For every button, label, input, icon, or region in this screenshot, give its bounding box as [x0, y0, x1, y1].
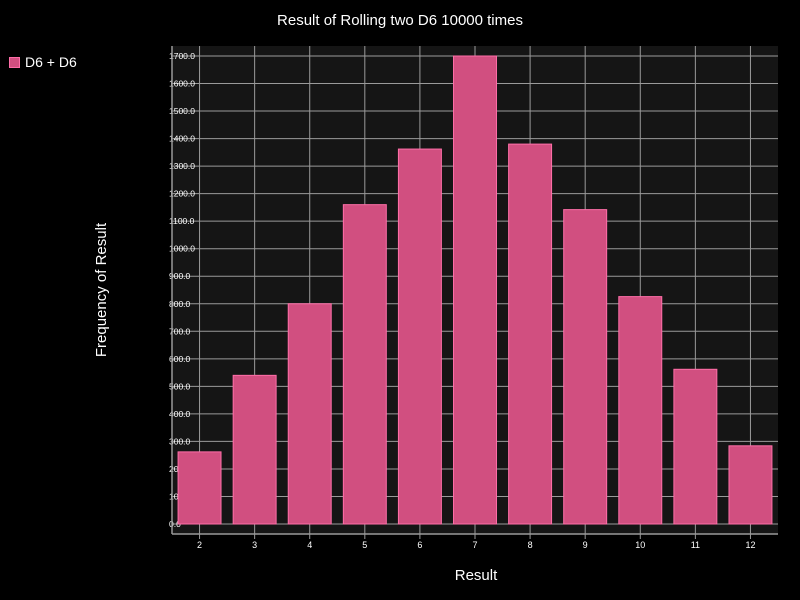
x-tick-label: 7 — [472, 540, 477, 550]
bar — [232, 374, 277, 525]
y-tick-label: 1600.0 — [169, 79, 195, 89]
legend-swatch — [9, 56, 20, 68]
legend-label: D6 + D6 — [25, 54, 77, 70]
y-tick-label: 1300.0 — [169, 161, 195, 171]
y-tick-label: 800.0 — [169, 299, 191, 309]
bar — [618, 296, 663, 525]
x-tick-label: 5 — [362, 540, 367, 550]
chart-title: Result of Rolling two D6 10000 times — [277, 12, 523, 29]
y-tick-label: 600.0 — [169, 354, 191, 364]
x-tick-label: 11 — [691, 540, 700, 550]
y-tick-label: 1200.0 — [169, 189, 195, 199]
legend[interactable]: D6 + D6 — [9, 54, 77, 70]
x-tick-label: 12 — [745, 540, 755, 550]
x-tick-label: 3 — [252, 540, 257, 550]
y-axis-label: Frequency of Result — [93, 222, 110, 357]
y-tick-label: 1700.0 — [169, 51, 195, 61]
y-tick-label: 900.0 — [169, 271, 191, 281]
x-axis-label: Result — [455, 567, 498, 584]
y-tick-label: 0.0 — [169, 519, 181, 529]
x-tick-label: 2 — [197, 540, 202, 550]
x-tick-label: 4 — [307, 540, 312, 550]
bar — [287, 303, 332, 525]
y-tick-label: 400.0 — [169, 409, 191, 419]
y-tick-label: 700.0 — [169, 326, 191, 336]
y-tick-label: 1400.0 — [169, 134, 195, 144]
bar — [508, 143, 553, 525]
y-tick-label: 1000.0 — [169, 244, 195, 254]
bar — [453, 55, 497, 525]
x-tick-label: 6 — [417, 540, 422, 550]
y-tick-label: 500.0 — [169, 381, 191, 391]
y-tick-label: 1500.0 — [169, 106, 195, 116]
bar — [177, 451, 222, 525]
bar — [397, 148, 442, 525]
x-tick-label: 8 — [528, 540, 533, 550]
bar — [728, 445, 773, 525]
bar — [673, 368, 718, 525]
x-tick-label: 10 — [635, 540, 645, 550]
x-tick-label: 9 — [583, 540, 588, 550]
bar — [342, 204, 387, 525]
y-tick-label: 1100.0 — [169, 216, 195, 226]
y-tick-label: 300.0 — [169, 436, 191, 446]
bar — [563, 209, 608, 525]
plot-area: 0.0100.0200.0300.0400.0500.0600.0700.080… — [169, 46, 778, 550]
